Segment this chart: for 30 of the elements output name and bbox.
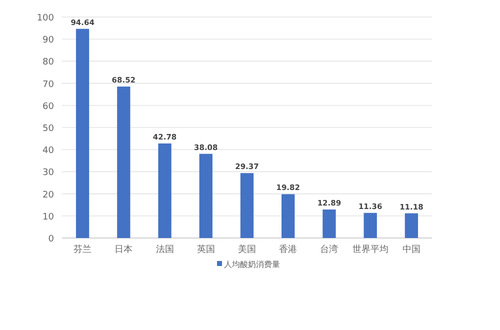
- legend-label: 人均酸奶消费量: [224, 260, 280, 269]
- y-tick-label: 100: [36, 14, 54, 24]
- x-tick-label: 法国: [156, 244, 174, 255]
- x-tick-label: 英国: [196, 244, 215, 255]
- x-tick-label: 台湾: [320, 244, 338, 255]
- bar: [240, 173, 254, 238]
- bar: [76, 28, 90, 238]
- x-tick-label: 香港: [279, 244, 298, 255]
- bar: [364, 212, 377, 238]
- y-tick-label: 80: [42, 58, 54, 68]
- y-tick-label: 70: [42, 80, 54, 90]
- bar: [282, 194, 295, 238]
- y-tick-label: 30: [42, 168, 54, 178]
- y-tick-label: 50: [42, 124, 54, 134]
- y-tick-label: 90: [42, 36, 54, 46]
- y-tick-label: 10: [42, 212, 54, 222]
- bar: [158, 143, 172, 238]
- x-tick-label: 美国: [238, 244, 256, 255]
- x-tick-label: 中国: [402, 244, 420, 255]
- y-tick-label: 0: [48, 234, 54, 244]
- bar: [322, 210, 336, 238]
- bar: [117, 86, 130, 238]
- y-tick-label: 20: [42, 190, 54, 200]
- x-tick-label: 芬兰: [74, 244, 92, 255]
- bar: [199, 154, 212, 238]
- y-tick-label: 60: [42, 102, 54, 112]
- y-tick-label: 40: [42, 146, 54, 156]
- x-tick-label: 日本: [114, 244, 133, 255]
- x-tick-label: 世界平均: [352, 244, 388, 255]
- bar: [404, 213, 418, 238]
